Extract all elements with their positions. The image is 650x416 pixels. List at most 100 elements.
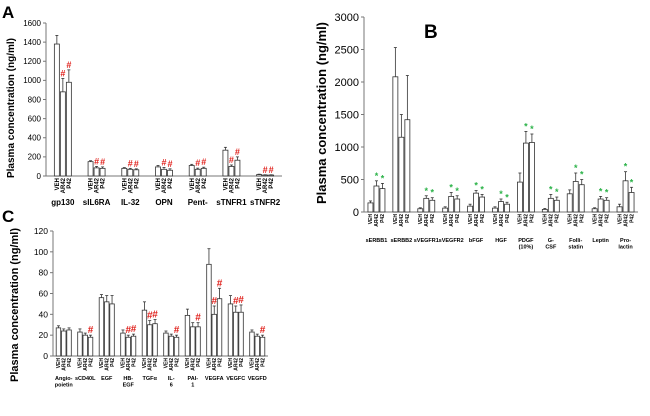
bar-c-veh: [77, 331, 83, 357]
significance-hash: #: [128, 158, 133, 168]
condition-label: AR42: [598, 214, 604, 227]
condition-label: P42: [629, 214, 635, 223]
bar-a-veh: [53, 43, 60, 177]
condition-label: AR42: [148, 358, 154, 371]
category-label-line: Angio-: [55, 376, 73, 382]
significance-star: *: [381, 173, 385, 183]
significance-star: *: [505, 192, 509, 202]
significance-hash: #: [238, 295, 244, 306]
category-label: Pro-lactin: [618, 238, 633, 251]
category-label: HGF: [495, 238, 507, 244]
bar-c-veh: [206, 263, 212, 357]
bar-c-p42: [87, 336, 94, 357]
condition-label: VEH: [228, 358, 234, 369]
category-label: gp130: [51, 198, 75, 207]
bar-b-ar42: [597, 198, 604, 213]
y-tick-label: 2000: [335, 77, 359, 89]
bar-c-ar42: [82, 334, 88, 357]
significance-star: *: [624, 162, 628, 172]
y-tick-label: 120: [34, 226, 48, 236]
bar-c-ar42: [211, 313, 217, 357]
bar-c-p42: [66, 329, 72, 357]
y-tick-label: 1000: [23, 76, 41, 85]
condition-label: AR42: [162, 177, 168, 193]
y-tick-label: 200: [28, 153, 42, 162]
condition-label: AR42: [62, 358, 68, 371]
category-label: G-CSF: [545, 238, 557, 251]
significance-star: *: [605, 188, 609, 198]
y-tick-label: 3000: [335, 12, 359, 24]
condition-label: AR42: [255, 358, 261, 371]
y-tick-label: 500: [341, 174, 359, 186]
category-label: IL-32: [121, 198, 140, 207]
bar-a-p42: [234, 159, 241, 177]
condition-label: AR42: [169, 358, 175, 371]
condition-label: P42: [196, 358, 202, 367]
bar-c-ar42: [233, 311, 239, 357]
bar-c-ar42: [254, 335, 260, 357]
bar-b-veh: [541, 208, 548, 213]
condition-label: P42: [380, 214, 386, 223]
condition-label: VEH: [56, 358, 62, 369]
condition-label: AR42: [623, 214, 629, 227]
bar-b-p42: [603, 199, 610, 213]
significance-star: *: [555, 187, 559, 197]
bar-b-ar42: [523, 142, 529, 213]
significance-hash: #: [211, 296, 217, 307]
significance-hash: #: [263, 165, 268, 175]
significance-star: *: [524, 121, 528, 131]
bar-a-ar42: [262, 174, 269, 177]
condition-label: VEH: [493, 214, 499, 225]
significance-hash: #: [195, 158, 200, 168]
significance-star: *: [580, 170, 584, 180]
bar-b-veh: [367, 202, 374, 213]
condition-label: AR42: [449, 214, 455, 227]
condition-label: AR42: [234, 358, 240, 371]
bar-c-p42: [216, 298, 223, 357]
condition-label: VEH: [543, 214, 549, 225]
condition-label: AR42: [212, 358, 218, 371]
condition-label: AR42: [399, 214, 405, 227]
y-axis-label: Plasma concentration (ng/ml): [314, 22, 329, 204]
category-label-line: HB-: [123, 376, 133, 382]
condition-label: VEH: [518, 214, 524, 225]
significance-hash: #: [269, 165, 274, 175]
significance-hash: #: [174, 325, 180, 336]
condition-label: AR42: [499, 214, 505, 227]
condition-label: P42: [604, 214, 610, 223]
category-label-line: 1: [191, 383, 194, 389]
condition-label: VEH: [592, 214, 598, 225]
category-label-line: PAI-: [187, 376, 198, 382]
condition-label: P42: [88, 358, 94, 367]
significance-hash: #: [217, 278, 223, 289]
category-label: PDGF (10%): [518, 238, 534, 251]
category-label: sIL6RA: [83, 198, 111, 207]
significance-star: *: [530, 124, 534, 134]
y-tick-label: 0: [353, 207, 359, 219]
significance-hash: #: [94, 156, 99, 166]
condition-label: VEH: [190, 178, 196, 190]
significance-hash: #: [167, 159, 172, 169]
chart-panel-a: A Plasma concentration (ng/ml) 0 200 400 600 8…: [2, 3, 282, 207]
bar-a-veh: [256, 174, 263, 177]
condition-label: VEH: [122, 178, 128, 190]
bar-a-p42: [167, 169, 173, 177]
category-label: PAI-1: [187, 376, 198, 389]
category-label: sERBB1: [366, 238, 388, 244]
bar-b-veh: [392, 76, 399, 213]
panel-letter: A: [2, 3, 14, 22]
bar-a-veh: [121, 167, 128, 177]
bar-b-p42: [404, 119, 411, 213]
significance-star: *: [449, 183, 453, 193]
bar-c-ar42: [61, 330, 67, 357]
bar-c-p42: [109, 303, 115, 357]
chart-panel-b: B Plasma concentration (ng/ml) 0 500 1000 150…: [314, 12, 638, 251]
condition-label: P42: [131, 358, 137, 367]
y-tick-label: 1200: [23, 57, 41, 66]
y-tick-label: 0: [43, 351, 48, 361]
bar-a-ar42: [194, 168, 201, 177]
y-tick-label: 80: [39, 268, 49, 278]
y-tick-label: 1500: [335, 109, 359, 121]
significance-hash: #: [233, 296, 239, 307]
